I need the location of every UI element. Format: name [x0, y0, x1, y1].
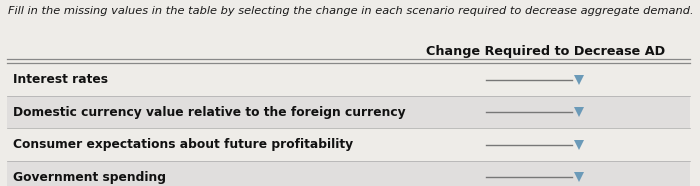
Text: Domestic currency value relative to the foreign currency: Domestic currency value relative to the …	[13, 106, 405, 118]
Text: Consumer expectations about future profitability: Consumer expectations about future profi…	[13, 138, 353, 151]
Bar	[7, 161, 690, 186]
Bar	[7, 96, 690, 128]
Text: Government spending: Government spending	[13, 171, 166, 184]
Text: Fill in the missing values in the table by selecting the change in each scenario: Fill in the missing values in the table …	[8, 6, 694, 16]
Text: Interest rates: Interest rates	[13, 73, 108, 86]
Text: Change Required to Decrease AD: Change Required to Decrease AD	[426, 45, 666, 58]
